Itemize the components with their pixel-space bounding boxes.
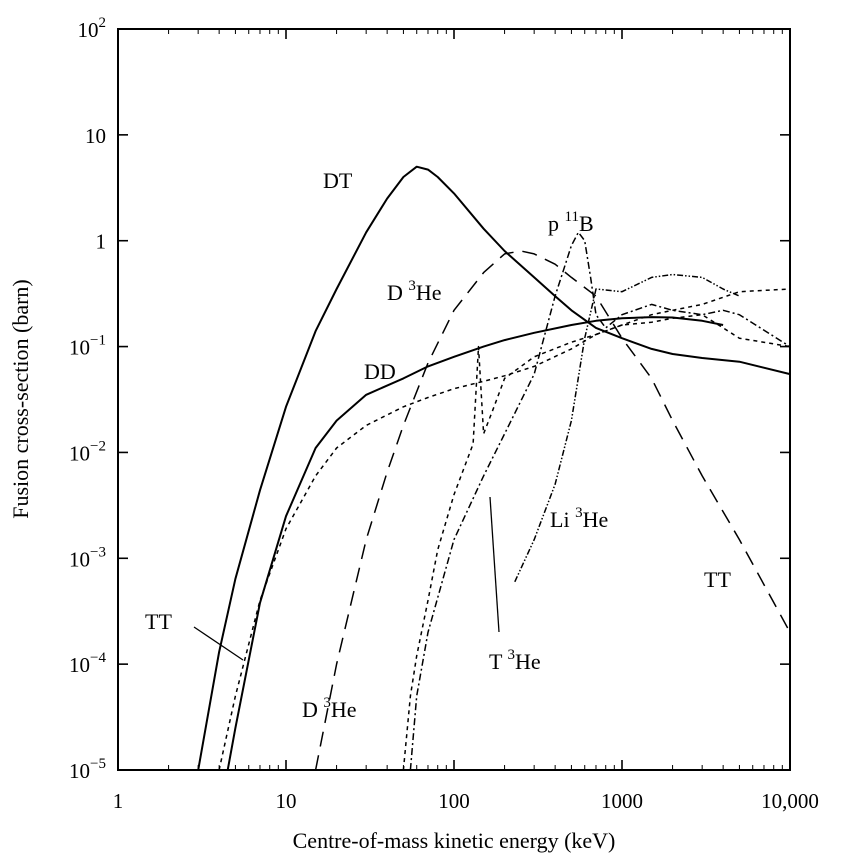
curve-label-base: Li <box>550 507 575 532</box>
curve-label-superscript: 11 <box>565 209 579 225</box>
curve-label-base: p <box>548 211 565 236</box>
series-curves <box>197 165 791 771</box>
curve-label-text: DT <box>323 168 353 193</box>
y-tick-label: 102 <box>78 15 107 42</box>
curve-label-rest: He <box>515 649 541 674</box>
series-line-1 <box>226 316 724 771</box>
y-tick-exponent: −4 <box>90 650 106 666</box>
x-tick-label: 10 <box>276 789 297 813</box>
y-tick-base: 1 <box>96 230 107 254</box>
curve-label: T 3He <box>489 647 541 674</box>
series-line-6 <box>514 273 740 583</box>
curve-label-superscript: 3 <box>323 695 331 711</box>
y-tick-base: 10 <box>69 547 90 571</box>
y-tick-label: 10−3 <box>69 544 106 571</box>
curve-label: D 3He <box>302 695 357 722</box>
curve-label: D 3He <box>387 278 442 305</box>
curve-label-superscript: 3 <box>575 505 583 521</box>
y-tick-base: 10 <box>69 653 90 677</box>
curve-label-rest: B <box>579 211 594 236</box>
curve-label-base: T <box>489 649 508 674</box>
curve-label: Li 3He <box>550 505 608 532</box>
y-tick-base: 10 <box>69 336 90 360</box>
x-tick-label: 1000 <box>601 789 643 813</box>
t3he-leader-line <box>489 496 500 633</box>
y-tick-base: 10 <box>78 18 99 42</box>
y-tick-base: 10 <box>69 759 90 783</box>
y-tick-label: 10−4 <box>69 650 106 677</box>
curve-label-text: TT <box>704 567 731 592</box>
y-tick-base: 10 <box>69 441 90 465</box>
y-tick-exponent: −3 <box>90 544 106 560</box>
series-line-0 <box>197 165 791 771</box>
curve-label: TT <box>145 609 172 634</box>
curve-label-base: D <box>302 697 323 722</box>
x-tick-label: 1 <box>113 789 124 813</box>
x-axis-title: Centre-of-mass kinetic energy (keV) <box>293 828 616 853</box>
series-line-3 <box>314 250 791 771</box>
curve-label-superscript: 3 <box>508 647 516 663</box>
y-tick-label: 10−5 <box>69 756 106 783</box>
y-tick-exponent: −2 <box>90 438 106 454</box>
curve-label: DT <box>323 168 353 193</box>
curve-label-text: TT <box>145 609 172 634</box>
x-axis-ticks: 1 10 100 1000 10,000 <box>113 29 819 813</box>
y-tick-exponent: 2 <box>99 15 107 31</box>
curve-label-rest: He <box>331 697 357 722</box>
curve-label-rest: He <box>583 507 609 532</box>
series-line-4 <box>402 313 791 771</box>
x-tick-label: 10,000 <box>761 789 819 813</box>
y-tick-exponent: −5 <box>90 756 106 772</box>
y-tick-label: 1 <box>96 230 107 254</box>
curve-label-superscript: 3 <box>408 278 416 294</box>
curve-label: TT <box>704 567 731 592</box>
leader-lines <box>193 496 500 661</box>
series-line-2 <box>218 288 791 771</box>
x-tick-label: 100 <box>438 789 470 813</box>
y-axis-title: Fusion cross-section (barn) <box>8 279 33 519</box>
y-tick-label: 10 <box>85 124 106 148</box>
series-line-5 <box>409 231 791 771</box>
y-tick-base: 10 <box>85 124 106 148</box>
curve-label-rest: He <box>416 280 442 305</box>
y-tick-label: 10−2 <box>69 438 106 465</box>
curve-label-text: DD <box>364 359 396 384</box>
y-tick-label: 10−1 <box>69 333 106 360</box>
curve-label-base: D <box>387 280 408 305</box>
y-tick-exponent: −1 <box>90 333 106 349</box>
curve-label: p 11B <box>548 209 594 236</box>
tt-leader-line <box>193 626 244 661</box>
curve-label: DD <box>364 359 396 384</box>
